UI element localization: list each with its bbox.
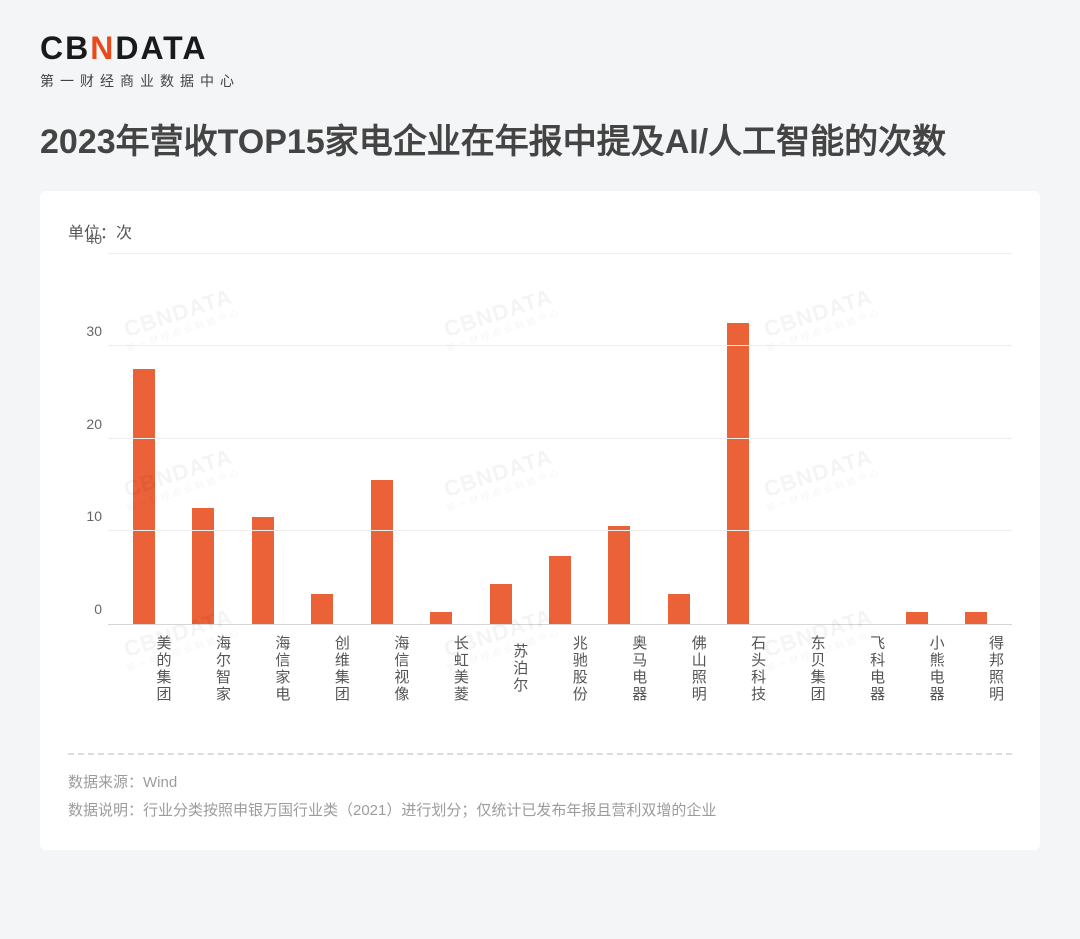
bar-slot (768, 255, 827, 624)
x-axis-label: 海尔智家 (173, 635, 232, 703)
logo-post: DATA (115, 30, 207, 66)
chart-card: 单位：次 0 10 20 30 40 美的集团海尔智家海信家电创维集团海信视像长虹美菱苏… (40, 191, 1040, 850)
bar-slot (233, 255, 292, 624)
logo-pre: CB (40, 30, 90, 66)
y-tick-label: 40 (86, 231, 102, 247)
bar (727, 323, 749, 624)
bar (906, 612, 928, 624)
chart-title: 2023年营收TOP15家电企业在年报中提及AI/人工智能的次数 (40, 119, 1040, 167)
bar-slot (352, 255, 411, 624)
logo-accent: N (90, 30, 115, 66)
bar (252, 517, 274, 623)
bar-slot (292, 255, 351, 624)
bar-slot (947, 255, 1006, 624)
bar-slot (471, 255, 530, 624)
bar-slot (709, 255, 768, 624)
bar-slot (173, 255, 232, 624)
data-source: 数据来源：Wind (68, 769, 1012, 798)
bar-slot (828, 255, 887, 624)
x-axis-label: 石头科技 (709, 635, 768, 703)
x-axis-label: 飞科电器 (828, 635, 887, 703)
logo-block: CBNDATA 第一财经商业数据中心 (40, 30, 1040, 91)
bar (371, 480, 393, 623)
y-tick-label: 20 (86, 416, 102, 432)
x-axis-label: 佛山照明 (649, 635, 708, 703)
chart-area: 010203040 美的集团海尔智家海信家电创维集团海信视像长虹美菱苏泊尔兆驰股… (68, 255, 1012, 735)
bar (549, 556, 571, 624)
grid-line (108, 345, 1012, 346)
bar (311, 594, 333, 624)
x-axis-label: 美的集团 (114, 635, 173, 703)
bar-slot (411, 255, 470, 624)
plot-area (108, 255, 1012, 625)
bar (430, 612, 452, 624)
x-axis-label: 小熊电器 (887, 635, 946, 703)
footer-divider (68, 753, 1012, 755)
y-tick-label: 10 (86, 508, 102, 524)
bar (608, 526, 630, 623)
x-axis-label: 长虹美菱 (411, 635, 470, 703)
bar-slot (530, 255, 589, 624)
x-axis-label: 奥马电器 (590, 635, 649, 703)
x-axis-label: 得邦照明 (947, 635, 1006, 703)
bar-slot (649, 255, 708, 624)
unit-label: 单位：次 (68, 219, 1012, 243)
bar-slot (114, 255, 173, 624)
logo-subtitle: 第一财经商业数据中心 (40, 71, 1040, 91)
bar (490, 584, 512, 624)
x-axis-label: 苏泊尔 (471, 635, 530, 703)
bar (965, 612, 987, 624)
grid-line (108, 438, 1012, 439)
x-axis-label: 东贝集团 (768, 635, 827, 703)
logo-main: CBNDATA (40, 30, 1040, 67)
bar-slot (887, 255, 946, 624)
grid-line (108, 253, 1012, 254)
bars-container (108, 255, 1012, 624)
grid-line (108, 530, 1012, 531)
y-tick-label: 30 (86, 323, 102, 339)
x-axis-labels: 美的集团海尔智家海信家电创维集团海信视像长虹美菱苏泊尔兆驰股份奥马电器佛山照明石… (108, 635, 1012, 703)
y-axis: 010203040 (68, 255, 108, 625)
x-axis-label: 兆驰股份 (530, 635, 589, 703)
data-note: 数据说明：行业分类按照申银万国行业类（2021）进行划分；仅统计已发布年报且营利… (68, 797, 1012, 826)
bar-slot (590, 255, 649, 624)
x-axis-label: 海信视像 (352, 635, 411, 703)
bar (668, 594, 690, 624)
y-tick-label: 0 (94, 601, 102, 617)
bar (192, 508, 214, 624)
x-axis-label: 海信家电 (233, 635, 292, 703)
x-axis-label: 创维集团 (292, 635, 351, 703)
bar (133, 369, 155, 623)
